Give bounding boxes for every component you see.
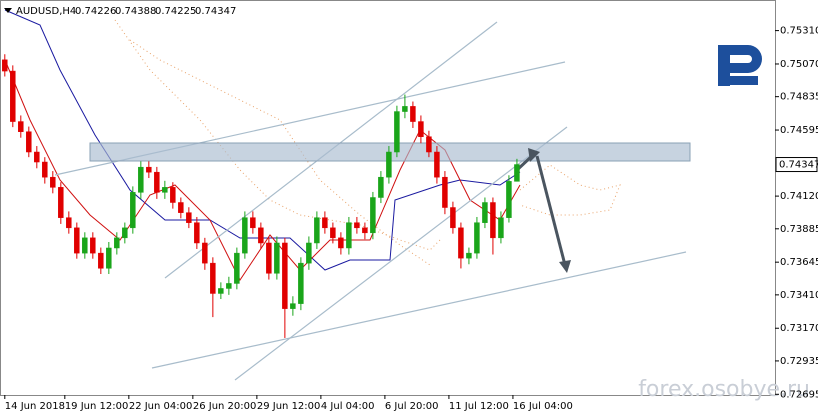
candle-body (394, 111, 400, 153)
candle-body (506, 181, 512, 218)
candle-body (434, 151, 440, 178)
candle-body (298, 262, 304, 304)
candle-body (154, 171, 160, 193)
candle-body (306, 242, 312, 264)
candle-body (498, 217, 504, 239)
symbol-label: AUDUSD,H4 (16, 6, 76, 17)
x-tick-label: 11 Jul 12:00 (449, 401, 509, 412)
header-icon (4, 8, 12, 13)
x-tick-label: 26 Jun 20:00 (193, 401, 257, 412)
candle-body (322, 217, 328, 229)
candle-body (50, 176, 56, 188)
last-price-label: 0.74347 (779, 160, 818, 171)
candle-body (514, 164, 520, 182)
candle-body (346, 222, 352, 249)
candle-body (234, 252, 240, 284)
candle-body (450, 207, 456, 229)
y-tick-label: 0.73885 (780, 224, 818, 235)
candle-body (178, 202, 184, 213)
y-tick-label: 0.75310 (780, 26, 818, 37)
candle-body (282, 242, 288, 309)
candle-body (18, 121, 24, 132)
candle-body (458, 227, 464, 259)
logo (718, 45, 762, 86)
candle-body (402, 106, 408, 112)
x-tick-label: 16 Jul 04:00 (513, 401, 573, 412)
candle-body (194, 222, 200, 244)
candle-body (370, 197, 376, 234)
candle-body (338, 237, 344, 249)
x-tick-label: 6 Jul 20:00 (385, 401, 439, 412)
candle-body (82, 237, 88, 254)
header-low: 0.74225 (155, 6, 196, 17)
y-tick-label: 0.75070 (780, 59, 818, 70)
candle-body (138, 166, 144, 193)
candle-body (186, 212, 192, 223)
candle-body (418, 121, 424, 137)
candle-body (42, 161, 48, 178)
candle-body (210, 262, 216, 294)
candle-body (490, 202, 496, 239)
x-tick-label: 19 Jun 12:00 (65, 401, 129, 412)
candle-body (58, 187, 64, 218)
candle-body (482, 202, 488, 223)
candle-body (410, 106, 416, 122)
watermark: forex.osobye.ru (638, 377, 810, 402)
ichimoku-cloud (114, 19, 621, 266)
y-tick-label: 0.73410 (780, 290, 818, 301)
y-tick-label: 0.73170 (780, 323, 818, 334)
candle-body (362, 227, 368, 234)
candle-body (162, 187, 168, 193)
candle-body (226, 283, 232, 289)
candle-body (250, 217, 256, 229)
candle-body (474, 222, 480, 254)
candle-body (122, 227, 128, 239)
candle-body (258, 227, 264, 244)
candle-body (2, 59, 8, 72)
y-tick-label: 0.74835 (780, 92, 818, 103)
candle-body (90, 237, 96, 254)
x-tick-label: 4 Jul 04:00 (321, 401, 375, 412)
candle-body (274, 242, 280, 274)
x-tick-label: 29 Jun 12:00 (257, 401, 321, 412)
candle-body (114, 237, 120, 249)
last-price-box (775, 157, 818, 173)
x-tick-label: 14 Jun 2018 (5, 401, 65, 412)
candle-body (354, 222, 360, 229)
candle-body (26, 131, 32, 153)
y-tick-label: 0.72695 (780, 389, 818, 400)
candle-body (98, 252, 104, 269)
y-tick-label: 0.74120 (780, 191, 818, 202)
candle-body (218, 288, 224, 294)
header-open: 0.74226 (75, 6, 116, 17)
candle-body (242, 217, 248, 254)
candle-body (426, 136, 432, 153)
header-close: 0.74347 (195, 6, 236, 17)
candle-body (202, 242, 208, 264)
x-tick-label: 22 Jun 04:00 (129, 401, 193, 412)
candle-body (330, 227, 336, 239)
candle-body (266, 242, 272, 274)
candle-body (34, 151, 40, 163)
candle-body (146, 166, 152, 173)
candle-body (378, 176, 384, 198)
candle-body (130, 192, 136, 229)
candle-body (170, 187, 176, 203)
candle-body (66, 217, 72, 229)
y-tick-label: 0.73645 (780, 257, 818, 268)
candle-body (106, 247, 112, 269)
header-high: 0.74388 (115, 6, 156, 17)
candle-body (442, 176, 448, 208)
candle-body (290, 303, 296, 309)
candle-body (314, 217, 320, 244)
y-tick-label: 0.72935 (780, 356, 818, 367)
y-tick-label: 0.74595 (780, 125, 818, 136)
candle-body (386, 151, 392, 178)
candle-body (74, 227, 80, 254)
candle-body (10, 70, 16, 122)
candle-body (466, 252, 472, 259)
